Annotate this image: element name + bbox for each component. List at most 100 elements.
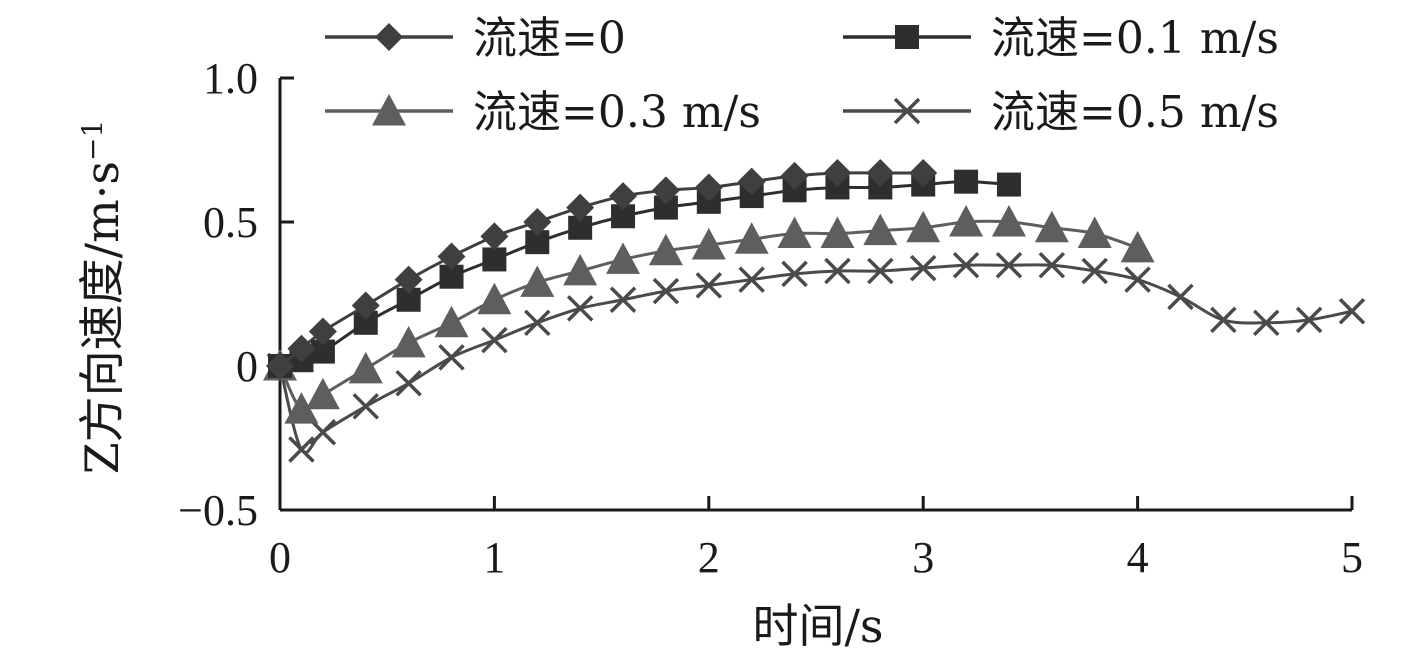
data-point xyxy=(1295,306,1323,334)
data-point xyxy=(1081,257,1108,285)
data-point xyxy=(434,305,469,338)
data-point xyxy=(520,265,555,297)
cross-stroke xyxy=(481,326,508,354)
legend-label: 流速=0.1 m/s xyxy=(991,13,1279,64)
data-point xyxy=(1038,251,1066,279)
data-point xyxy=(823,159,852,188)
data-point xyxy=(863,213,898,246)
x-tick-label: 5 xyxy=(1341,533,1363,582)
cross-stroke xyxy=(781,260,808,288)
data-point xyxy=(909,159,938,188)
data-point xyxy=(995,251,1023,279)
axes xyxy=(278,78,1352,512)
data-point xyxy=(737,167,766,196)
data-point xyxy=(1338,298,1366,325)
data-point xyxy=(1077,216,1112,248)
data-point xyxy=(996,172,1021,197)
data-point xyxy=(954,169,979,194)
cross-stroke xyxy=(395,370,422,397)
x-tick-label: 4 xyxy=(1127,533,1149,582)
series-diamond xyxy=(266,159,938,380)
legend-label: 流速=0.3 m/s xyxy=(473,87,761,138)
data-point xyxy=(780,161,809,190)
data-point xyxy=(437,242,466,271)
y-tick-label: −0.5 xyxy=(178,486,258,535)
cross-stroke xyxy=(1167,283,1194,311)
data-point xyxy=(866,159,895,188)
data-point xyxy=(1253,309,1280,337)
data-point xyxy=(820,216,855,248)
data-point xyxy=(1034,210,1069,243)
data-point xyxy=(738,266,765,293)
data-point xyxy=(563,253,598,286)
data-point xyxy=(609,286,637,313)
x-tick-label: 3 xyxy=(912,533,934,582)
data-point xyxy=(438,344,465,371)
data-point xyxy=(652,277,680,305)
data-point xyxy=(308,317,337,346)
cross-stroke xyxy=(524,309,551,337)
data-point xyxy=(694,173,723,202)
series-line xyxy=(278,263,1353,454)
data-point xyxy=(394,265,423,294)
legend-marker xyxy=(895,25,919,49)
legend-marker xyxy=(372,94,406,126)
cross-stroke xyxy=(738,266,765,293)
y-tick-label: 0.5 xyxy=(203,198,258,247)
data-point xyxy=(391,325,426,358)
data-point xyxy=(949,205,984,237)
y-axis-title: Z方向速度/m·s−1 xyxy=(75,120,129,475)
data-point xyxy=(651,176,680,205)
data-point xyxy=(309,419,337,446)
cross-stroke xyxy=(352,393,379,420)
data-point xyxy=(609,182,638,211)
data-point xyxy=(305,377,340,410)
plot-area xyxy=(263,159,1366,463)
cross-stroke xyxy=(995,251,1023,279)
series-square xyxy=(268,169,1021,378)
cross-stroke xyxy=(288,436,315,463)
cross-stroke xyxy=(1038,251,1066,279)
series-line xyxy=(279,171,924,368)
data-point xyxy=(477,282,512,315)
data-point xyxy=(906,210,941,243)
data-point xyxy=(352,393,379,420)
data-point xyxy=(648,233,683,266)
cross-stroke xyxy=(609,286,637,313)
data-point xyxy=(266,352,294,380)
data-point xyxy=(691,228,726,260)
cross-stroke xyxy=(566,295,594,322)
data-point xyxy=(1167,283,1194,311)
cross-stroke xyxy=(652,277,680,305)
legend-item: 流速=0.1 m/s xyxy=(843,13,1279,64)
cross-stroke xyxy=(952,251,980,279)
legend-item: 流速=0 xyxy=(325,13,626,64)
cross-stroke xyxy=(695,272,723,299)
x-tick-label: 0 xyxy=(269,533,291,582)
data-point xyxy=(480,222,509,251)
y-tick-label: 0 xyxy=(236,342,258,391)
data-point xyxy=(523,208,552,236)
series-cross xyxy=(266,251,1366,463)
data-point xyxy=(482,247,507,272)
legend-marker xyxy=(893,97,921,125)
legend-label: 流速=0.5 m/s xyxy=(991,87,1279,138)
x-tick-label: 2 xyxy=(698,533,720,582)
data-point xyxy=(1124,266,1151,293)
data-point xyxy=(952,251,980,279)
cross-stroke xyxy=(909,254,937,282)
data-point xyxy=(287,334,316,363)
legend-label: 流速=0 xyxy=(473,13,626,64)
data-point xyxy=(288,436,315,463)
cross-stroke xyxy=(1124,266,1151,293)
data-point xyxy=(695,272,723,299)
data-point xyxy=(867,257,894,285)
legend-item: 流速=0.5 m/s xyxy=(843,87,1279,138)
data-point xyxy=(348,351,383,384)
data-point xyxy=(284,392,319,424)
ticks: −0.500.51.00 1 2 3 4 5 xyxy=(178,54,1363,582)
data-point xyxy=(524,309,551,337)
data-point xyxy=(1210,306,1237,334)
data-point xyxy=(395,370,422,397)
